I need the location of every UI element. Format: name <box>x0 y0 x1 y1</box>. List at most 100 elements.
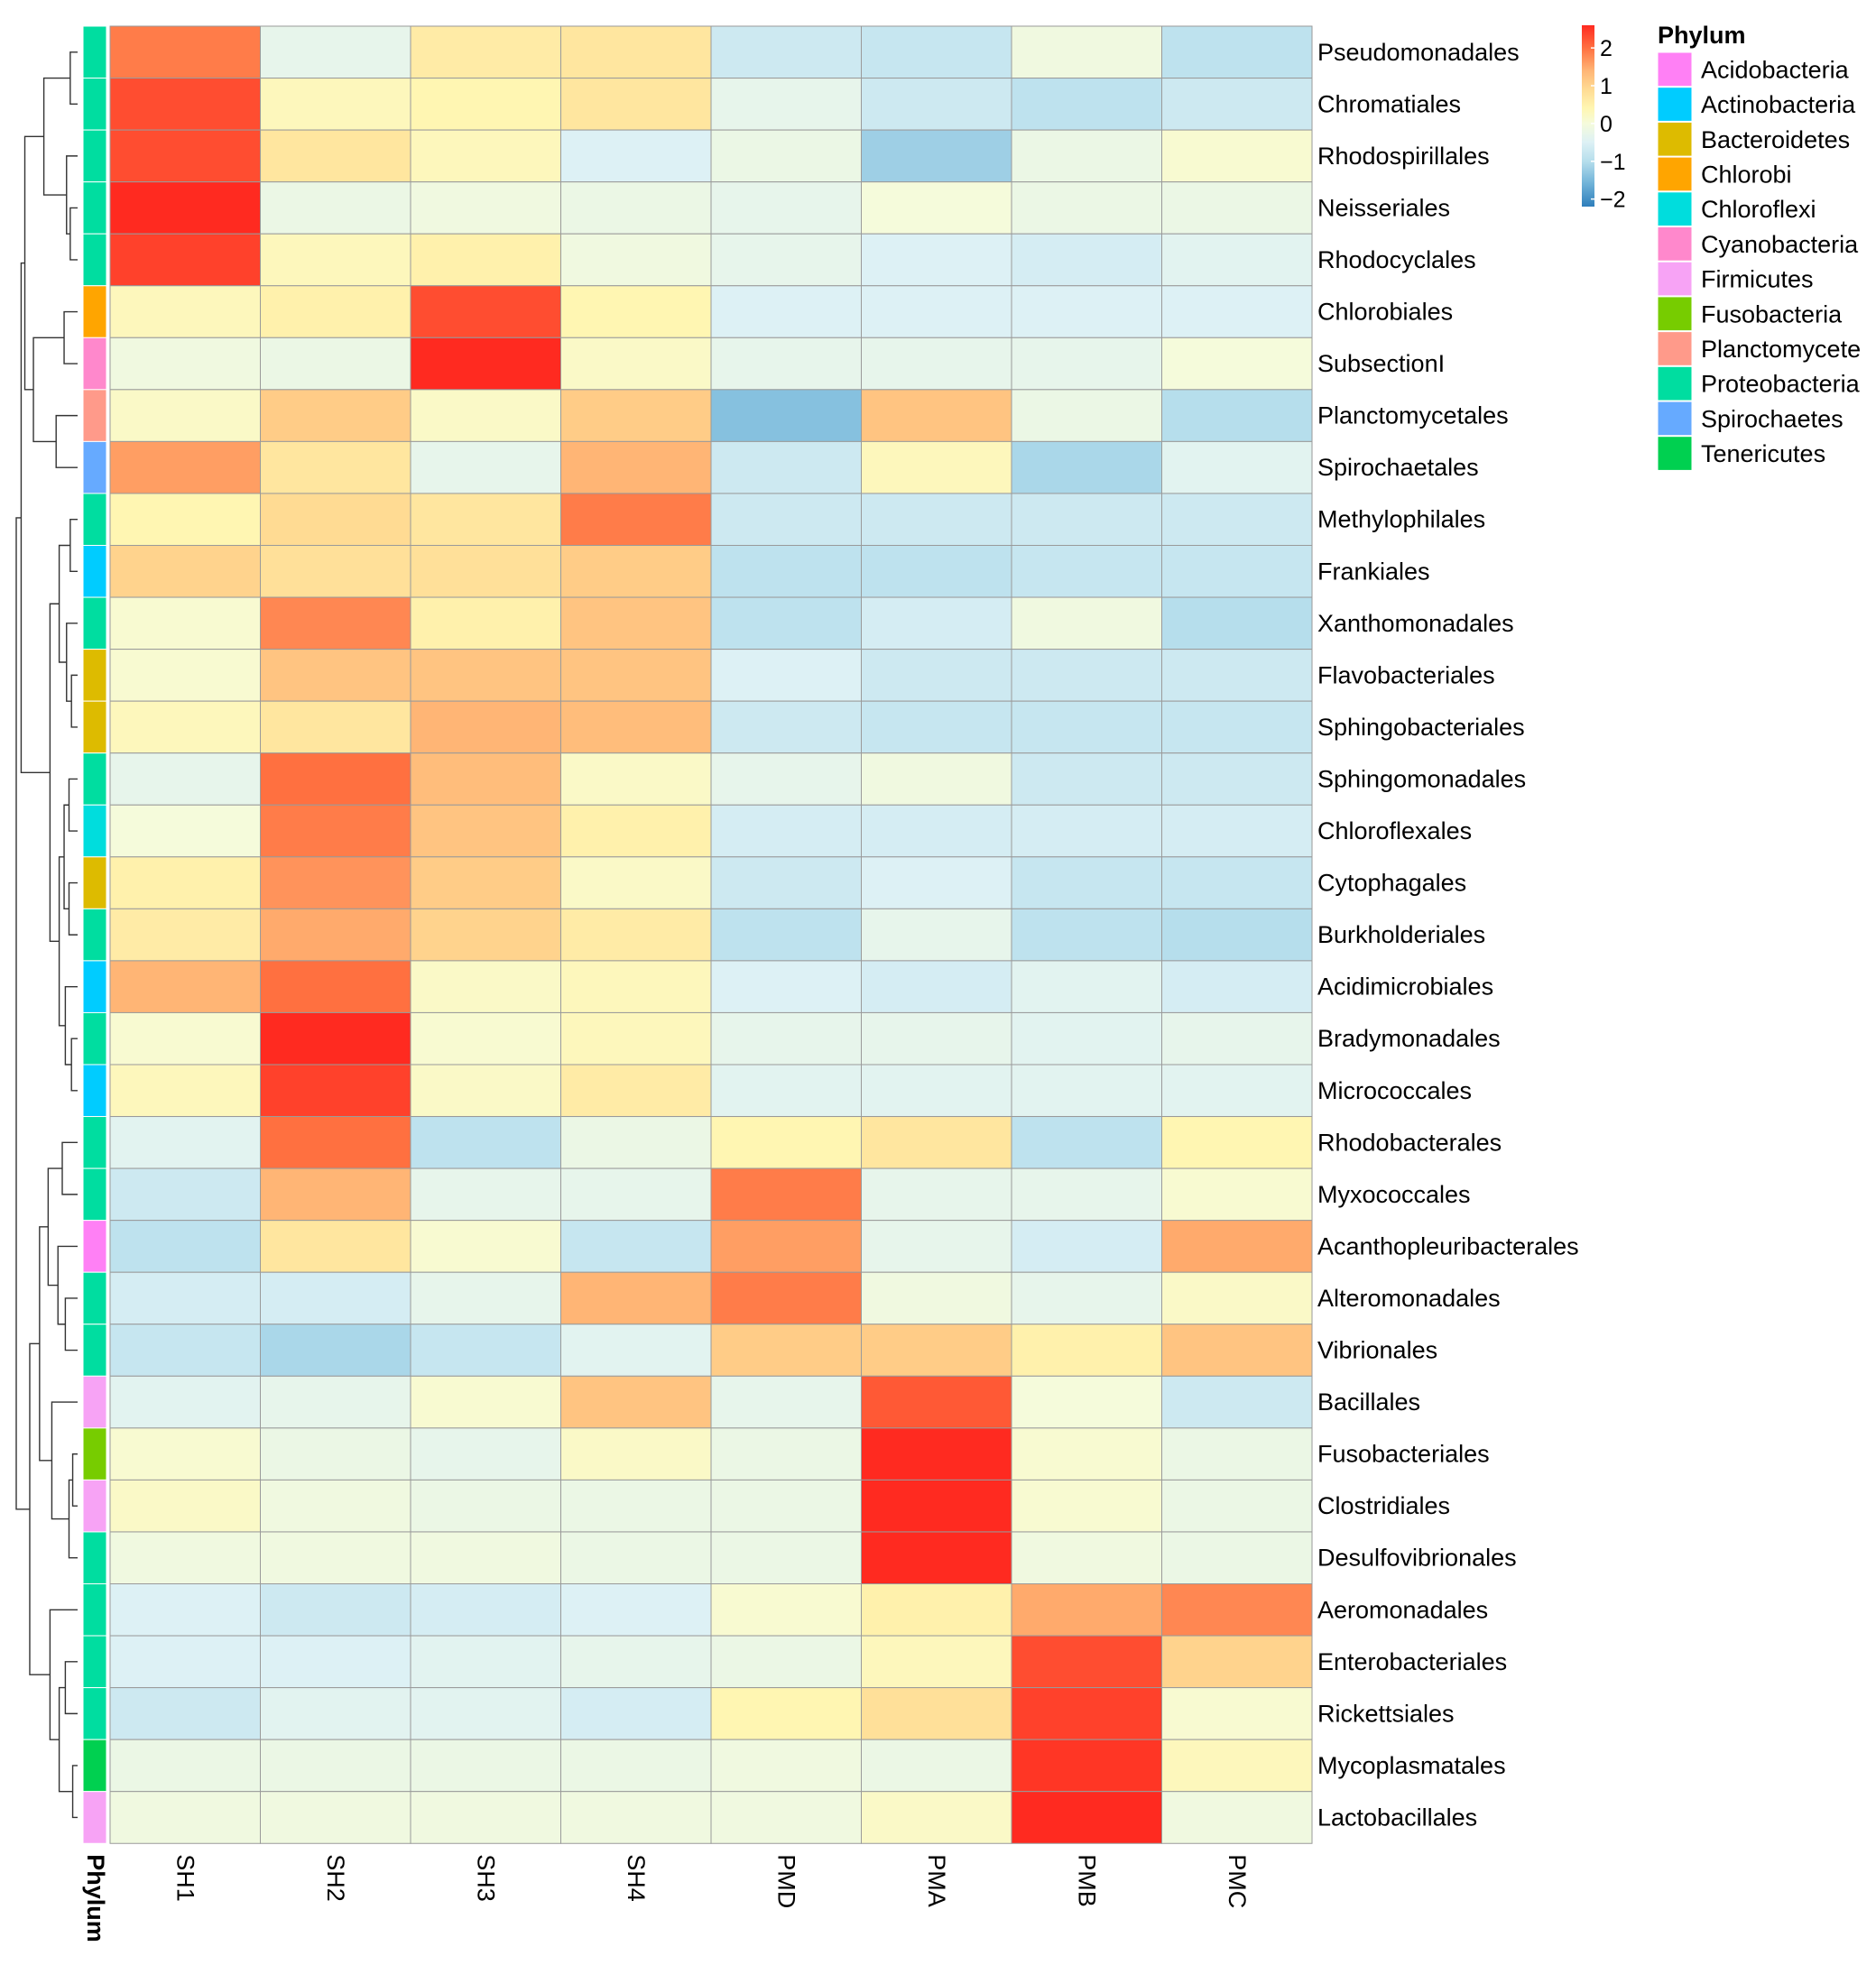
heatmap-cells <box>109 25 1313 1844</box>
heatmap-cell-acanthopleuribacterales-sh3 <box>410 1220 561 1273</box>
heatmap-cell-mycoplasmatales-pmc <box>1161 1739 1313 1793</box>
row-label-lactobacillales: Lactobacillales <box>1317 1804 1477 1831</box>
heatmap-cell-enterobacteriales-sh2 <box>260 1635 411 1689</box>
legend-label-bacteroidetes: Bacteroidetes <box>1701 126 1850 153</box>
row-label-fusobacteriales: Fusobacteriales <box>1317 1441 1490 1468</box>
column-label-pmc: PMC <box>1224 1854 1251 1908</box>
annotation-cell-rickettsiales <box>82 1687 107 1740</box>
heatmap-cell-acanthopleuribacterales-pma <box>861 1220 1012 1273</box>
annotation-cell-alteromonadales <box>82 1271 107 1325</box>
heatmap-cell-desulfovibrionales-sh4 <box>560 1531 712 1584</box>
heatmap-cell-rhodospirillales-pmd <box>710 129 862 183</box>
heatmap-cell-cytophagales-pmd <box>710 856 862 909</box>
column-label-sh2: SH2 <box>322 1854 349 1902</box>
heatmap-cell-sphingobacteriales-pmb <box>1011 700 1162 754</box>
heatmap-cell-enterobacteriales-sh3 <box>410 1635 561 1689</box>
legend-swatch-spirochaetes <box>1657 401 1693 437</box>
annotation-cell-micrococcales <box>82 1064 107 1118</box>
color-scale-legend: 2 1 0 −1 −2 <box>1582 25 1626 213</box>
heatmap-cell-methylophilales-pmb <box>1011 493 1162 547</box>
heatmap-cell-clostridiales-pmc <box>1161 1479 1313 1533</box>
heatmap-cell-cytophagales-pmb <box>1011 856 1162 909</box>
annotation-cell-subsectioni <box>82 337 107 391</box>
heatmap-cell-acidimicrobiales-pma <box>861 960 1012 1013</box>
heatmap-cell-rhodobacterales-sh2 <box>260 1116 411 1169</box>
row-label-sphingomonadales: Sphingomonadales <box>1317 765 1526 792</box>
legend-label-chlorobi: Chlorobi <box>1701 161 1792 188</box>
heatmap-cell-vibrionales-sh2 <box>260 1324 411 1377</box>
color-scale-bar <box>1582 25 1594 207</box>
row-label-neisseriales: Neisseriales <box>1317 194 1450 221</box>
heatmap-cell-desulfovibrionales-pma <box>861 1531 1012 1584</box>
heatmap-cell-xanthomonadales-sh4 <box>560 596 712 650</box>
row-label-frankiales: Frankiales <box>1317 558 1430 585</box>
heatmap-cell-alteromonadales-sh4 <box>560 1271 712 1325</box>
heatmap-cell-bradymonadales-sh2 <box>260 1011 411 1066</box>
heatmap-cell-rhodobacterales-pmd <box>710 1116 862 1169</box>
legend-swatch-chlorobi <box>1657 156 1693 192</box>
dendrogram-branch <box>32 337 65 443</box>
heatmap-cell-bacillales-pmc <box>1161 1375 1313 1429</box>
annotation-cell-bacillales <box>82 1375 107 1429</box>
heatmap-cell-desulfovibrionales-pmb <box>1011 1531 1162 1584</box>
heatmap-cell-sphingomonadales-pmb <box>1011 752 1162 806</box>
heatmap-cell-bradymonadales-sh1 <box>109 1011 261 1066</box>
heatmap-cell-enterobacteriales-pmc <box>1161 1635 1313 1689</box>
heatmap-cell-chromatiales-sh1 <box>109 78 261 131</box>
heatmap-cell-pseudomonadales-sh2 <box>260 25 411 79</box>
dendrogram-branch <box>70 1038 78 1092</box>
heatmap-cell-chloroflexales-sh3 <box>410 804 561 858</box>
heatmap-cell-rhodocyclales-pma <box>861 233 1012 287</box>
column-label-sh1: SH1 <box>171 1854 199 1902</box>
row-label-chlorobiales: Chlorobiales <box>1317 299 1453 326</box>
heatmap-cell-subsectioni-pma <box>861 337 1012 391</box>
legend-swatch-bacteroidetes <box>1657 121 1693 157</box>
heatmap-cell-rhodospirillales-sh1 <box>109 129 261 183</box>
annotation-cell-cytophagales <box>82 856 107 909</box>
heatmap-cell-neisseriales-pmb <box>1011 181 1162 235</box>
heatmap-cell-rickettsiales-sh2 <box>260 1687 411 1740</box>
dendrogram-branch <box>63 310 78 364</box>
heatmap-cell-acanthopleuribacterales-sh4 <box>560 1220 712 1273</box>
row-label-burkholderiales: Burkholderiales <box>1317 921 1485 948</box>
heatmap-cell-flavobacteriales-pmc <box>1161 649 1313 702</box>
heatmap-cell-neisseriales-pmd <box>710 181 862 235</box>
annotation-cell-lactobacillales <box>82 1791 107 1844</box>
legend-swatch-acidobacteria <box>1657 51 1693 88</box>
dendrogram-branch <box>69 519 78 572</box>
heatmap-cell-clostridiales-pma <box>861 1479 1012 1533</box>
heatmap-cell-vibrionales-pmd <box>710 1324 862 1377</box>
annotation-cell-clostridiales <box>82 1479 107 1533</box>
legend-swatch-planctomycete <box>1657 331 1693 366</box>
heatmap-cell-lactobacillales-pmc <box>1161 1791 1313 1844</box>
heatmap-cell-enterobacteriales-pma <box>861 1635 1012 1689</box>
heatmap-cell-chromatiales-pmb <box>1011 78 1162 131</box>
annotation-cell-desulfovibrionales <box>82 1531 107 1584</box>
heatmap-cell-rhodocyclales-sh1 <box>109 233 261 287</box>
heatmap-cell-rhodospirillales-sh2 <box>260 129 411 183</box>
heatmap-cell-chloroflexales-sh4 <box>560 804 712 858</box>
legend-swatch-cyanobacteria <box>1657 226 1693 262</box>
dendrogram-branch <box>51 1401 78 1520</box>
heatmap-cell-rhodobacterales-sh4 <box>560 1116 712 1169</box>
annotation-cell-burkholderiales <box>82 908 107 962</box>
heatmap-cell-burkholderiales-pmd <box>710 908 862 962</box>
heatmap-cell-xanthomonadales-sh3 <box>410 596 561 650</box>
heatmap-cell-burkholderiales-pmc <box>1161 908 1313 962</box>
dendrogram-branch <box>23 135 44 391</box>
heatmap-cell-desulfovibrionales-pmd <box>710 1531 862 1584</box>
annotation-cell-vibrionales <box>82 1324 107 1377</box>
column-labels: SH1 SH2 SH3 SH4 PMD PMA PMB PMC <box>171 1854 1251 1908</box>
heatmap-cell-acidimicrobiales-pmd <box>710 960 862 1013</box>
heatmap-cell-frankiales-sh3 <box>410 545 561 598</box>
heatmap-cell-pseudomonadales-pmd <box>710 25 862 79</box>
legend-label-cyanobacteria: Cyanobacteria <box>1701 231 1859 258</box>
heatmap-cell-rickettsiales-sh3 <box>410 1687 561 1740</box>
heatmap-cell-rhodobacterales-pmc <box>1161 1116 1313 1169</box>
row-label-micrococcales: Micrococcales <box>1317 1077 1472 1104</box>
legend-swatch-fusobacteria <box>1657 296 1693 332</box>
heatmap-cell-alteromonadales-pmc <box>1161 1271 1313 1325</box>
heatmap-cell-sphingomonadales-pma <box>861 752 1012 806</box>
dendrogram-branch <box>71 1453 78 1507</box>
row-label-alteromonadales: Alteromonadales <box>1317 1285 1501 1312</box>
